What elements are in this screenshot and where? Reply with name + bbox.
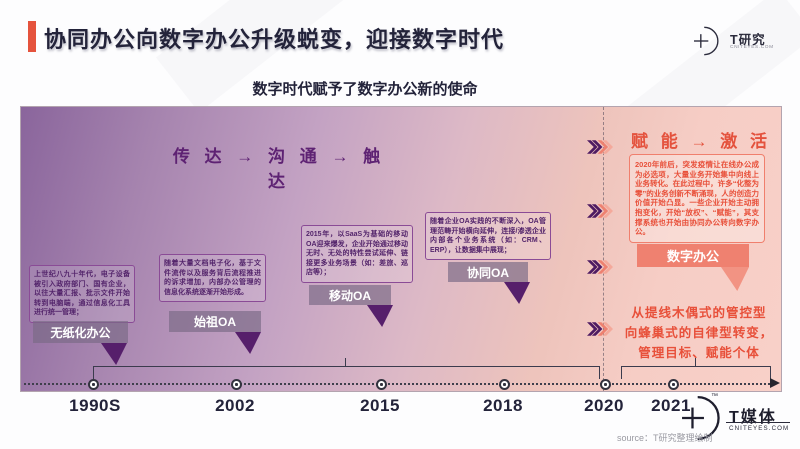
timeline-marker xyxy=(667,378,679,390)
chevron-right-icon xyxy=(587,204,613,218)
t-media-logo-name: T媒体 xyxy=(729,409,777,426)
year-label-1990s: 1990S xyxy=(69,396,121,415)
timeline-arrow-icon xyxy=(770,378,780,388)
milestone-label-collab-oa: 协同OA xyxy=(448,262,528,282)
timeline-marker xyxy=(230,378,242,390)
transformation-note-line: 从提线木偶式的管控型 xyxy=(631,306,767,320)
t-media-logo-underline xyxy=(726,422,790,423)
trademark-symbol: ™ xyxy=(711,393,718,400)
milestone-desc-mobile-oa: 2015年，以SaaS为基础的移动OA迎来爆发，企业开始通过移动无时、无处的特性… xyxy=(301,225,413,283)
pennant-icon xyxy=(504,282,530,304)
t-research-logo-domain: CNITEYES.COM xyxy=(730,45,774,50)
t-media-logo-icon xyxy=(682,395,720,441)
era-bracket-right xyxy=(621,366,771,379)
milestone-label-first-oa: 始祖OA xyxy=(169,311,261,332)
transformation-note: 从提线木偶式的管控型 向蜂巢式的自律型转变， 管理目标、赋能个体 xyxy=(613,303,785,363)
pennant-icon xyxy=(367,305,393,327)
year-label-2015: 2015 xyxy=(360,396,400,415)
timeline-panel: 传 达 → 沟 通 → 触 达 赋 能 → 激 活 上世纪八九十年代，电子设备被… xyxy=(20,106,782,392)
era-divider-dashed-line xyxy=(603,107,604,391)
t-media-logo-domain: CNITEYES.COM xyxy=(729,425,790,432)
source-note: source：T研究整理绘制 xyxy=(617,433,713,443)
pennant-icon xyxy=(235,332,261,354)
milestone-desc-collab-oa: 随着企业OA实践的不断深入，OA管理范畴开始横向延伸，连接/渗透企业内部各个业务… xyxy=(425,212,551,260)
chevron-right-icon xyxy=(587,322,613,336)
era-bracket-right-tick xyxy=(695,358,696,366)
transformation-note-line: 管理目标、赋能个体 xyxy=(638,346,760,360)
timeline-marker xyxy=(375,378,387,390)
year-label-2002: 2002 xyxy=(215,396,255,415)
transformation-note-line: 向蜂巢式的自律型转变， xyxy=(624,326,774,340)
year-label-2018: 2018 xyxy=(483,396,523,415)
milestone-label-paperless: 无纸化办公 xyxy=(33,321,128,343)
timeline-marker xyxy=(498,378,510,390)
year-label-2020: 2020 xyxy=(584,396,624,415)
milestone-label-digital-office: 数字办公 xyxy=(637,244,749,267)
t-research-logo-icon xyxy=(694,26,719,56)
timeline-axis xyxy=(24,383,774,385)
chevron-right-icon xyxy=(587,260,613,274)
era-bracket-left-tick xyxy=(345,358,346,366)
chevron-right-icon xyxy=(587,140,613,154)
subtitle: 数字时代赋予了数字办公新的使命 xyxy=(252,81,478,98)
title-accent-bar xyxy=(28,21,36,52)
era-bracket-left xyxy=(93,366,600,379)
milestone-desc-digital-office: 2020年前后，突发疫情让在线办公成为必选项，大量业务开始集中向线上业务转化。在… xyxy=(629,154,765,243)
t-research-logo-name: T研究 xyxy=(730,33,766,47)
page-title: 协同办公向数字办公升级蜕变，迎接数字时代 xyxy=(44,27,505,52)
milestone-desc-paperless: 上世纪八九十年代，电子设备被引入政府部门、国有企业，以往大量汇报、批示文件开始转… xyxy=(29,265,135,323)
pennant-icon xyxy=(721,267,749,291)
milestone-desc-first-oa: 随着大量文档电子化，基于文件流传以及服务背后流程推进的诉求增加，内部办公管理的信… xyxy=(159,254,266,302)
pennant-icon xyxy=(101,343,127,365)
year-label-2021: 2021 xyxy=(651,396,691,415)
left-era-headline: 传 达 → 沟 通 → 触 达 xyxy=(172,147,386,191)
milestone-label-mobile-oa: 移动OA xyxy=(309,285,391,305)
right-era-headline: 赋 能 → 激 活 xyxy=(631,132,771,151)
timeline-marker xyxy=(87,378,99,390)
timeline-marker xyxy=(599,378,611,390)
